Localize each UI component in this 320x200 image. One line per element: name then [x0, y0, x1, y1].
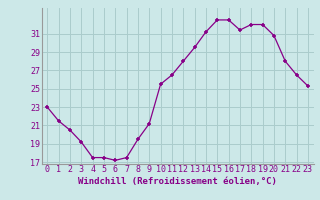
- X-axis label: Windchill (Refroidissement éolien,°C): Windchill (Refroidissement éolien,°C): [78, 177, 277, 186]
